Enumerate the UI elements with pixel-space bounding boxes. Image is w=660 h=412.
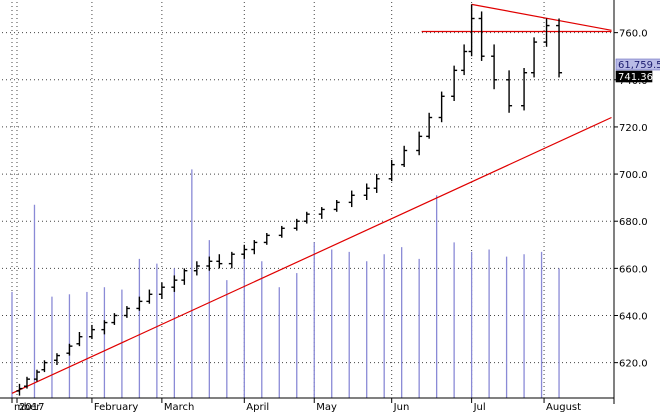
volume-badge [615, 58, 660, 71]
y-tick-label: 640.0 [619, 312, 648, 323]
ohlc-bar [461, 44, 468, 76]
y-tick-label: 660.0 [619, 264, 648, 275]
ohlc-bar [146, 289, 153, 304]
ohlc-bar [278, 225, 285, 238]
ohlc-bar [241, 244, 248, 259]
ohlc-bar [33, 369, 40, 382]
ohlc-bar [401, 145, 408, 167]
ohlc-bar [216, 254, 223, 269]
month-label: 2017 [19, 402, 44, 412]
month-label: March [164, 402, 194, 412]
ohlc-bar [543, 18, 550, 47]
y-tick-label: 700.0 [619, 170, 648, 181]
last-price-badge [615, 70, 653, 83]
y-tick-label: 760.0 [619, 29, 648, 40]
ohlc-bar [293, 218, 300, 231]
ohlc-bar [556, 18, 563, 78]
ohlc-bar [468, 4, 475, 57]
trendlines [11, 3, 612, 394]
price-labels: 61,759.52741.36 [615, 58, 660, 83]
ohlc-bar [478, 11, 485, 61]
month-label: May [316, 402, 337, 412]
last-price-label: 741.36 [618, 72, 653, 83]
ohlc-bar [303, 211, 310, 224]
ohlc-bar [506, 70, 513, 113]
volume-label: 61,759.52 [618, 60, 660, 71]
ohlc-bar [88, 324, 95, 340]
ohlc-bar [388, 159, 395, 182]
ohlc-bar [158, 282, 165, 299]
ohlc-bar [426, 112, 433, 139]
ohlc-bar [521, 68, 528, 111]
y-tick-label: 680.0 [619, 217, 648, 228]
y-tick-label: 720.0 [619, 123, 648, 134]
month-label: Jun [393, 402, 410, 412]
ohlc-bar [123, 306, 130, 318]
ohlc-bar [41, 360, 48, 373]
y-tick-label: 620.0 [619, 359, 648, 370]
ohlc-bar [111, 313, 118, 325]
ohlc-bar [348, 190, 355, 208]
ohlc-bar [66, 343, 73, 356]
ohlc-bar [318, 207, 325, 219]
ohlc-bar [76, 332, 83, 347]
month-label: August [546, 402, 581, 412]
ohlc-bar [206, 256, 213, 271]
ohlc-bar [228, 251, 235, 269]
ohlc-bar [136, 296, 143, 311]
month-label: mber [14, 402, 41, 412]
ohlc-bar [101, 320, 108, 335]
ohlc-bar [531, 37, 538, 78]
trendline-resistance-top [471, 3, 612, 31]
ohlc-bar [373, 174, 380, 193]
ohlc-bar [438, 91, 445, 123]
volume-bars [11, 169, 560, 398]
month-label: Jul [473, 402, 486, 412]
ohlc-bar [363, 183, 370, 200]
ohlc-bar [23, 376, 30, 389]
ohlc-bar [263, 233, 270, 245]
ohlc-bar [171, 275, 178, 292]
month-label: April [246, 402, 269, 412]
month-label: February [94, 402, 138, 412]
ohlc-bar [491, 44, 498, 90]
ohlc-bar [451, 65, 458, 101]
price-bars [16, 4, 563, 396]
ohlc-bar [416, 131, 423, 156]
ohlc-bar [193, 261, 200, 276]
ohlc-bar [181, 268, 188, 285]
ohlc-bar [53, 353, 60, 365]
gridlines [2, 2, 614, 398]
ohlc-bar [16, 383, 23, 396]
ohlc-bar [333, 200, 340, 212]
trendline-support [11, 116, 612, 394]
ohlc-bar [251, 240, 258, 255]
